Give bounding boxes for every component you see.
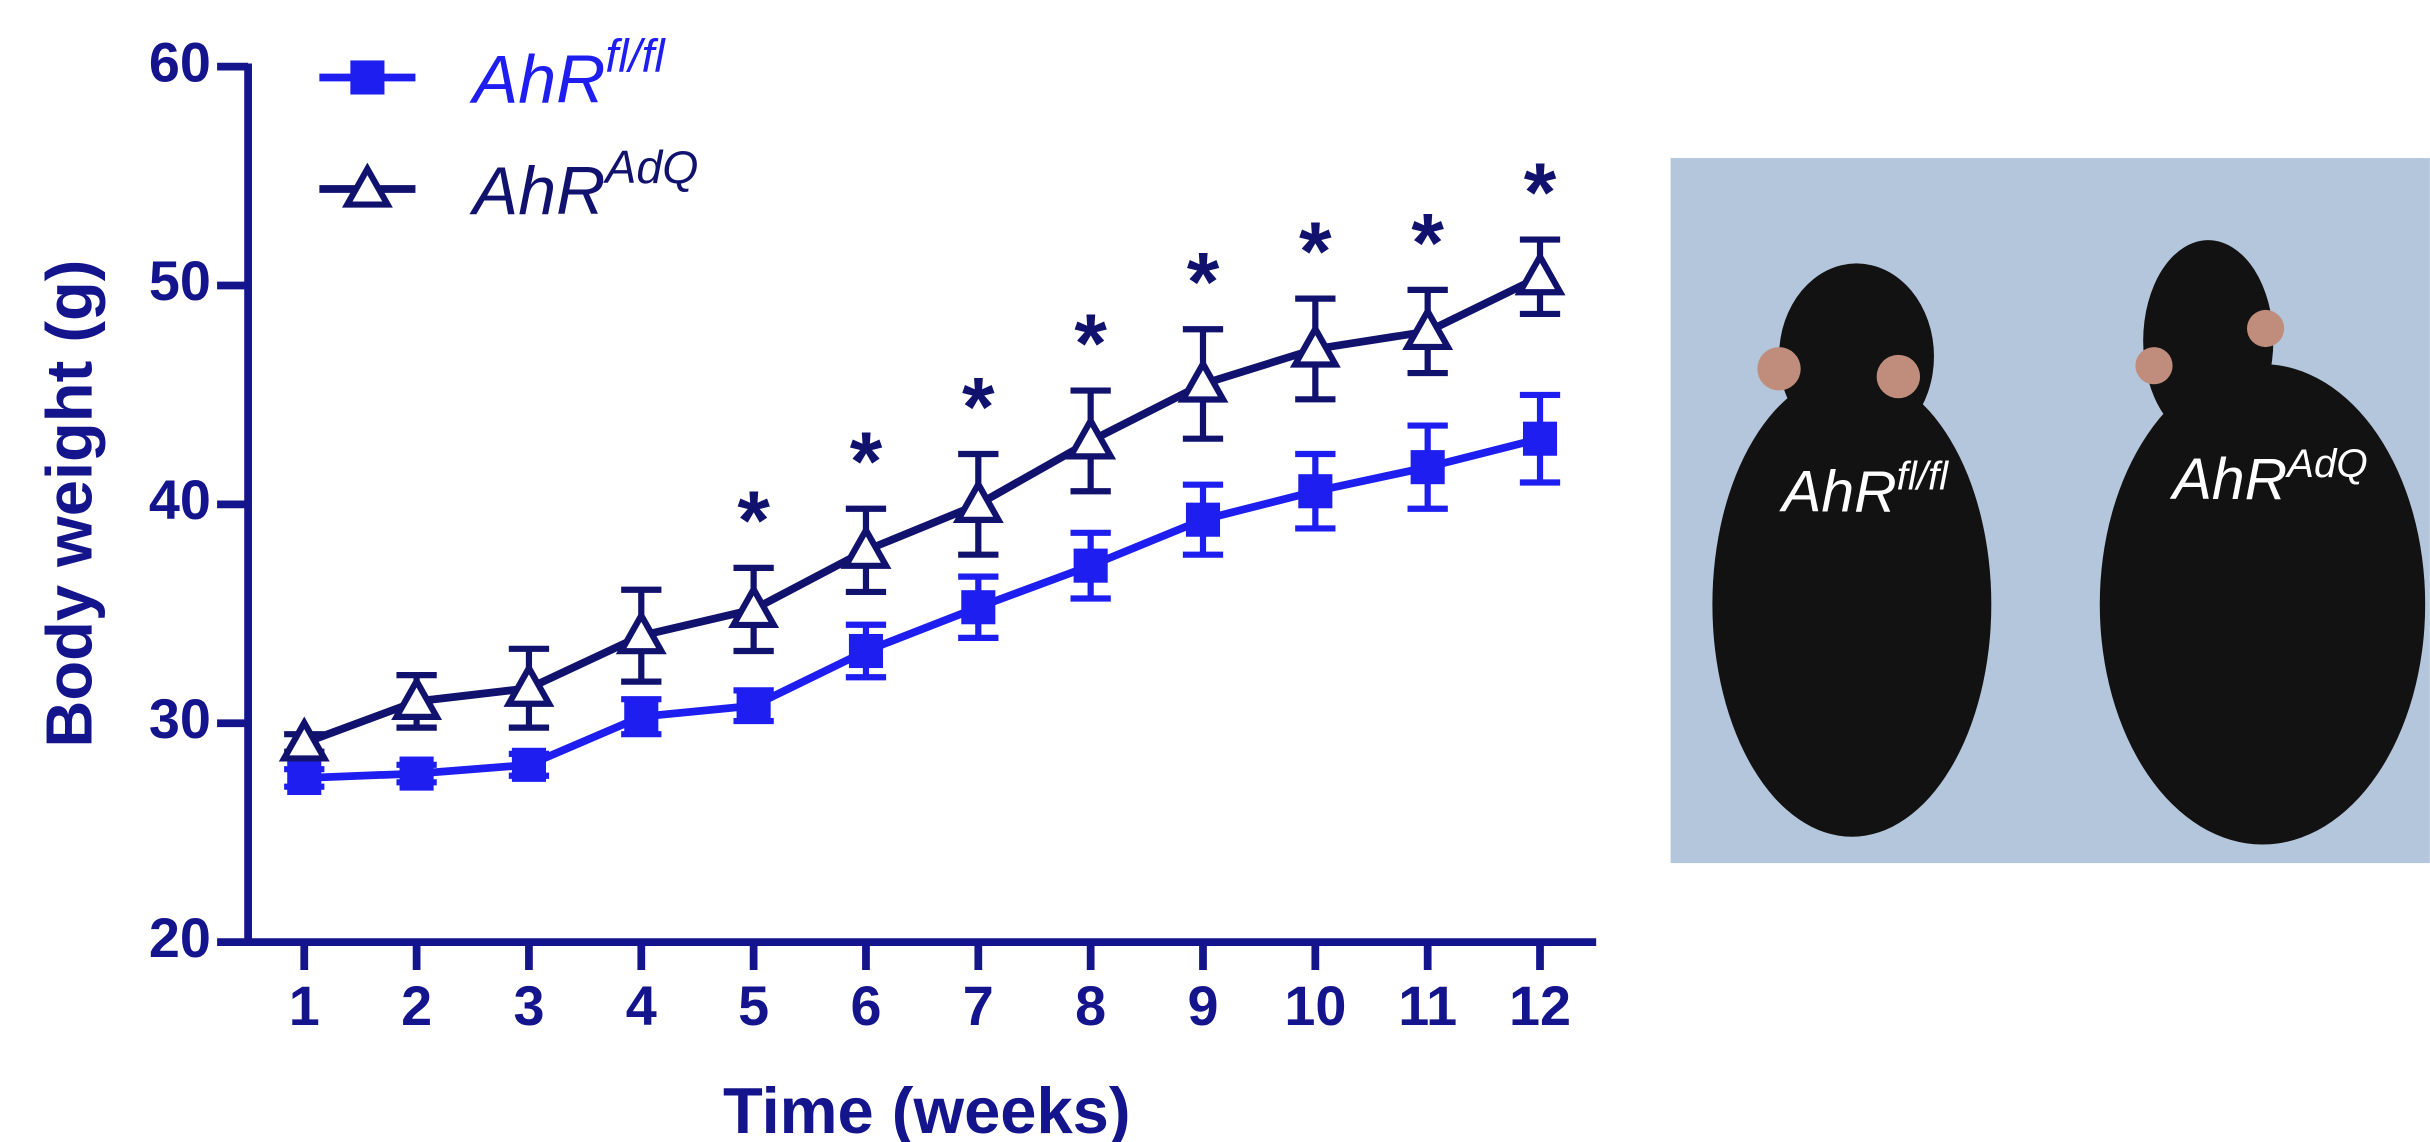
y-tick-label: 50	[149, 250, 211, 312]
x-axis-title: Time (weeks)	[723, 1074, 1131, 1142]
page: AhRfl/fl AhRAdQ Time (weeks) Body weight…	[0, 0, 2430, 1142]
photo-label-text: AhR	[1779, 459, 1897, 524]
x-tick-label: 5	[738, 975, 769, 1037]
marker	[1523, 422, 1557, 456]
photo-label-sup: AdQ	[2285, 441, 2368, 486]
marker	[400, 757, 434, 791]
photo-label-text: AhR	[2170, 447, 2288, 512]
x-tick-label: 4	[626, 975, 657, 1037]
marker	[1074, 549, 1108, 583]
marker	[737, 689, 771, 723]
x-tick-label: 12	[1509, 975, 1571, 1037]
y-tick-label: 40	[149, 469, 211, 531]
line	[304, 439, 1540, 778]
significance-mark: *	[1411, 195, 1444, 289]
significance-mark: *	[962, 359, 995, 453]
legend-name: AhR	[469, 41, 606, 117]
x-tick-label: 11	[1398, 975, 1457, 1037]
legend-item: AhRAdQ	[319, 141, 698, 229]
x-tick-label: 10	[1284, 975, 1346, 1037]
mouse-ear	[2247, 310, 2284, 347]
series	[284, 240, 1560, 759]
legend-sup: fl/fl	[605, 29, 666, 81]
x-tick-label: 7	[963, 975, 994, 1037]
marker	[624, 700, 658, 734]
significance-mark: *	[1299, 204, 1332, 298]
x-tick-label: 2	[401, 975, 432, 1037]
photo-label-sup: fl/fl	[1897, 454, 1950, 499]
significance-mark: *	[1524, 145, 1557, 239]
marker	[1520, 257, 1560, 293]
marker	[1071, 421, 1111, 457]
marker	[512, 748, 546, 782]
marker	[1411, 450, 1445, 484]
significance-mark: *	[1187, 235, 1220, 329]
legend-item: AhRfl/fl	[319, 29, 666, 117]
significance-mark: *	[1074, 296, 1107, 390]
x-tick-label: 6	[850, 975, 881, 1037]
legend-sup: AdQ	[602, 141, 698, 193]
marker	[287, 761, 321, 795]
line	[304, 277, 1540, 743]
significance-mark: *	[850, 414, 883, 508]
marker	[849, 634, 883, 668]
y-tick-label: 20	[149, 907, 211, 969]
marker	[350, 60, 384, 94]
x-tick-label: 9	[1187, 975, 1218, 1037]
marker	[1186, 503, 1220, 537]
marker	[958, 484, 998, 520]
marker	[1298, 474, 1332, 508]
legend-label: AhRAdQ	[469, 141, 699, 229]
marker	[1408, 311, 1448, 347]
y-tick-label: 30	[149, 688, 211, 750]
photo: AhRfl/fl AhRAdQ	[1671, 158, 2430, 863]
significance-mark: *	[737, 473, 770, 567]
mouse-body	[2100, 364, 2425, 844]
y-tick-label: 60	[149, 31, 211, 93]
y-axis-title: Body weight (g)	[33, 260, 106, 748]
x-tick-label: 8	[1075, 975, 1106, 1037]
legend-label: AhRfl/fl	[469, 29, 667, 117]
mouse-ear	[1877, 355, 1920, 398]
legend-name: AhR	[469, 153, 606, 229]
mouse-head	[1779, 263, 1934, 449]
marker	[961, 590, 995, 624]
x-tick-label: 3	[513, 975, 544, 1037]
mouse-ear	[1757, 347, 1800, 390]
series	[284, 395, 1560, 795]
x-tick-label: 1	[289, 975, 320, 1037]
figure: AhRfl/fl AhRAdQ Time (weeks) Body weight…	[0, 0, 2430, 1142]
mouse-ear	[2135, 347, 2172, 384]
marker	[733, 589, 773, 625]
